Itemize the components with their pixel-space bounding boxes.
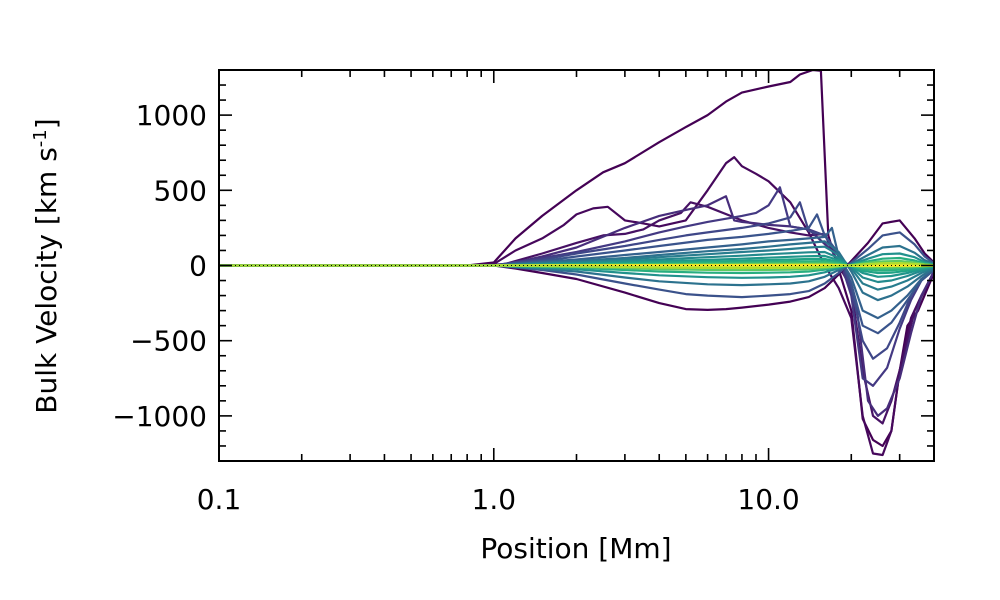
series-line-t24 xyxy=(219,244,934,287)
y-axis-title: Bulk Velocity [km s-1] xyxy=(30,118,63,413)
y-tick-label: 500 xyxy=(154,174,207,207)
series-line-t5 xyxy=(219,186,934,387)
tick-labels-layer: 0.1 1.0 10.0 1000 500 0 −500 −1000 xyxy=(112,99,799,516)
x-axis-title: Position [Mm] xyxy=(480,532,671,565)
series-line-t7 xyxy=(219,213,934,335)
series-line-t1 xyxy=(219,70,934,448)
y-axis-title-close: ] xyxy=(30,118,63,129)
series-line-t26 xyxy=(219,256,934,275)
y-axis-title-exponent: -1 xyxy=(30,129,51,147)
series-line-t22 xyxy=(219,219,934,311)
series-line-t3 xyxy=(219,201,934,425)
series-line-t27 xyxy=(219,259,934,272)
series-line-t4 xyxy=(219,195,934,417)
series-line-t23 xyxy=(219,231,934,299)
series-line-t25 xyxy=(219,252,934,279)
series-line-t9 xyxy=(219,240,934,302)
y-axis-title-main: Bulk Velocity [km s xyxy=(30,147,63,414)
series-layer xyxy=(219,70,934,457)
x-tick-label: 1.0 xyxy=(472,483,517,516)
series-line-t11 xyxy=(219,250,934,284)
y-tick-label: 1000 xyxy=(136,99,207,132)
ticks-layer xyxy=(218,69,935,462)
x-tick-label: 0.1 xyxy=(197,483,242,516)
series-line-t6 xyxy=(219,201,934,360)
series-line-t8 xyxy=(219,226,934,320)
y-tick-label: −1000 xyxy=(112,400,207,433)
series-line-t10 xyxy=(219,245,934,291)
series-line-t28 xyxy=(219,262,934,270)
x-tick-label: 10.0 xyxy=(737,483,799,516)
y-tick-label: −500 xyxy=(130,325,207,358)
series-line-t2 xyxy=(219,156,934,457)
y-tick-label: 0 xyxy=(189,250,207,283)
